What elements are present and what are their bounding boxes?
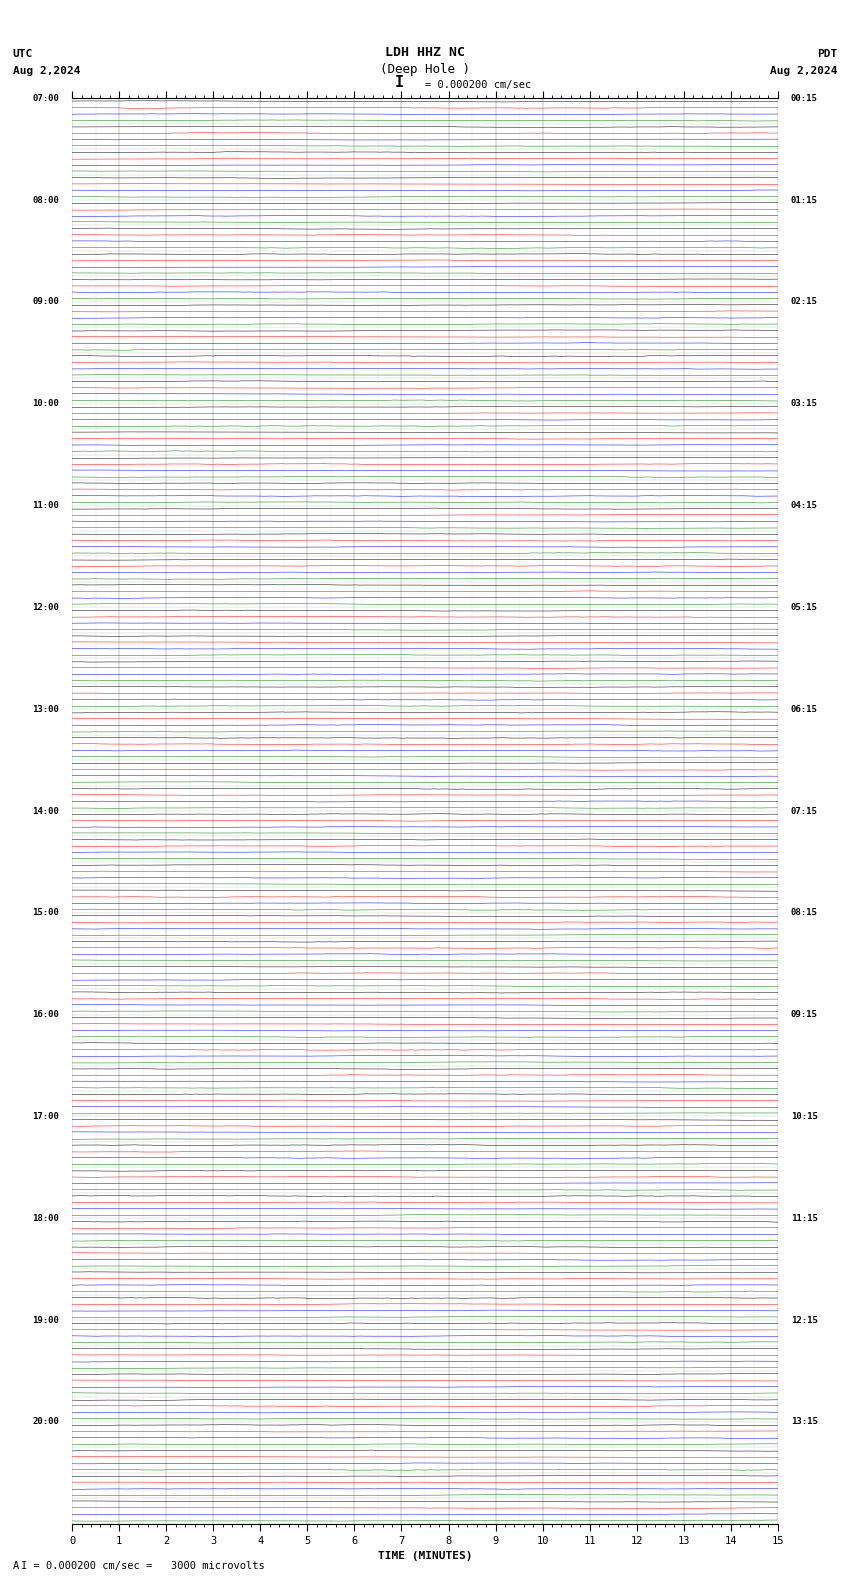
Text: 07:00: 07:00 (32, 93, 60, 103)
Text: 03:15: 03:15 (790, 399, 818, 409)
Text: 12:15: 12:15 (790, 1316, 818, 1324)
Text: (Deep Hole ): (Deep Hole ) (380, 63, 470, 76)
Text: 09:00: 09:00 (32, 298, 60, 306)
Text: 06:15: 06:15 (790, 705, 818, 714)
Text: 07:15: 07:15 (790, 806, 818, 816)
X-axis label: TIME (MINUTES): TIME (MINUTES) (377, 1551, 473, 1562)
Text: I: I (395, 76, 404, 90)
Text: 14:00: 14:00 (32, 806, 60, 816)
Text: 11:00: 11:00 (32, 501, 60, 510)
Text: Aug 2,2024: Aug 2,2024 (13, 67, 80, 76)
Text: 08:00: 08:00 (32, 195, 60, 204)
Text: 00:15: 00:15 (790, 93, 818, 103)
Text: 01:15: 01:15 (790, 195, 818, 204)
Text: 10:15: 10:15 (790, 1112, 818, 1121)
Text: Aug 2,2024: Aug 2,2024 (770, 67, 837, 76)
Text: 13:15: 13:15 (790, 1418, 818, 1427)
Text: I = 0.000200 cm/sec =   3000 microvolts: I = 0.000200 cm/sec = 3000 microvolts (21, 1562, 265, 1571)
Text: 15:00: 15:00 (32, 908, 60, 917)
Text: 20:00: 20:00 (32, 1418, 60, 1427)
Text: 17:00: 17:00 (32, 1112, 60, 1121)
Text: 04:15: 04:15 (790, 501, 818, 510)
Text: 12:00: 12:00 (32, 604, 60, 611)
Text: 11:15: 11:15 (790, 1213, 818, 1223)
Text: PDT: PDT (817, 49, 837, 59)
Text: LDH HHZ NC: LDH HHZ NC (385, 46, 465, 59)
Text: 05:15: 05:15 (790, 604, 818, 611)
Text: UTC: UTC (13, 49, 33, 59)
Text: 09:15: 09:15 (790, 1011, 818, 1019)
Text: 02:15: 02:15 (790, 298, 818, 306)
Text: 10:00: 10:00 (32, 399, 60, 409)
Text: 13:00: 13:00 (32, 705, 60, 714)
Text: 19:00: 19:00 (32, 1316, 60, 1324)
Text: = 0.000200 cm/sec: = 0.000200 cm/sec (425, 81, 531, 90)
Text: 16:00: 16:00 (32, 1011, 60, 1019)
Text: 18:00: 18:00 (32, 1213, 60, 1223)
Text: A: A (13, 1562, 19, 1571)
Text: 08:15: 08:15 (790, 908, 818, 917)
